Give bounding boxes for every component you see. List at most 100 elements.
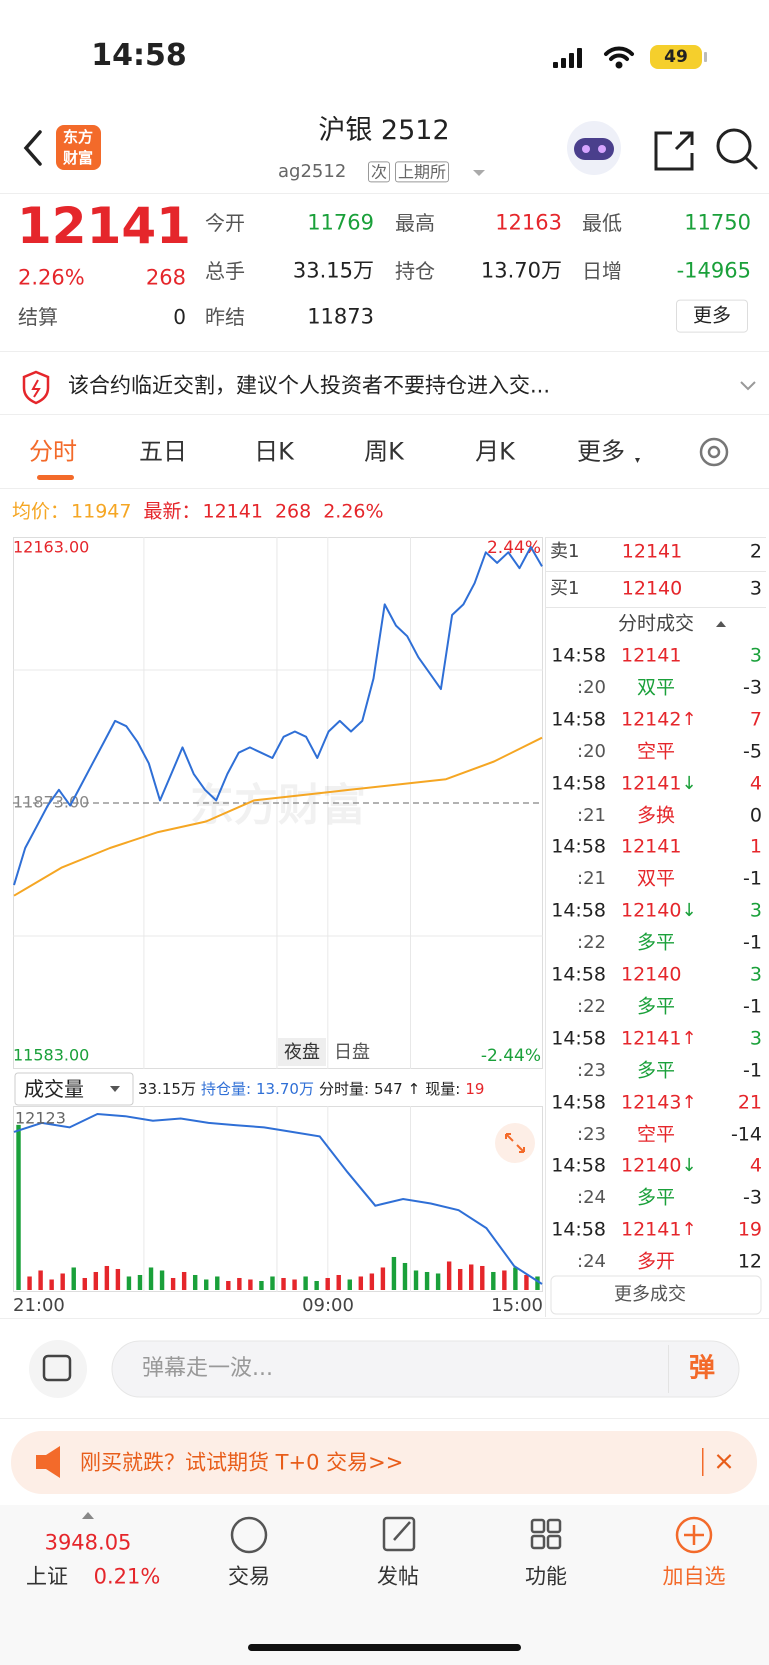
plot-border bbox=[13, 1106, 543, 1292]
trade-oi-change: -14 bbox=[730, 1123, 762, 1146]
trade-oi-change: 12 bbox=[737, 1250, 762, 1273]
nav-item[interactable]: 加自选 bbox=[662, 1564, 726, 1589]
volume-bar bbox=[435, 1273, 441, 1290]
open-interest-line bbox=[13, 1112, 543, 1285]
more-trades[interactable]: 更多成交 bbox=[614, 1284, 686, 1306]
comment-input[interactable]: 弹幕走一波... bbox=[142, 1355, 273, 1381]
nav-item[interactable]: 功能 bbox=[525, 1564, 567, 1589]
trade-action: 空平 bbox=[636, 1123, 676, 1146]
index-value[interactable]: 3948.05 bbox=[44, 1530, 132, 1555]
volume-bar bbox=[93, 1271, 99, 1290]
trade-time: :24 bbox=[577, 1251, 606, 1273]
tag: 次 bbox=[368, 161, 391, 183]
tab[interactable]: 月K bbox=[475, 437, 515, 466]
volume-chart: 12123 bbox=[13, 1106, 543, 1292]
volume-bar bbox=[104, 1265, 110, 1290]
ad-text[interactable]: 刚买就跌？试试期货 T+0 交易>> bbox=[80, 1450, 404, 1475]
index-name[interactable]: 上证 bbox=[26, 1564, 68, 1589]
trade-price: 12140 bbox=[621, 963, 682, 986]
notice-text: 该合约临近交割，建议个人投资者不要持仓进入交... bbox=[68, 373, 551, 398]
trade-time: 14:58 bbox=[551, 963, 606, 986]
tab[interactable]: 五日 bbox=[139, 437, 187, 466]
volume-bar bbox=[60, 1273, 65, 1290]
volume-bar bbox=[82, 1277, 87, 1290]
volume-bar bbox=[513, 1267, 518, 1290]
field-label: 最低 bbox=[582, 211, 622, 235]
trade-oi-change: -3 bbox=[743, 676, 762, 699]
trade-arrow: ↑ bbox=[681, 1028, 697, 1049]
volume-bar bbox=[192, 1274, 198, 1290]
trade-time: 14:58 bbox=[551, 1091, 606, 1114]
volume-bar bbox=[491, 1271, 496, 1290]
field-value: 33.15万 bbox=[292, 258, 374, 283]
price-line bbox=[13, 736, 543, 897]
logo-text: 东方 bbox=[62, 128, 94, 146]
volume-bar bbox=[27, 1276, 32, 1290]
trade-time: 14:58 bbox=[551, 1218, 606, 1241]
volume-bar bbox=[314, 1280, 319, 1290]
volume-bar bbox=[49, 1279, 54, 1290]
index-pct[interactable]: 0.21% bbox=[93, 1564, 161, 1589]
summary-item: 268 bbox=[274, 500, 312, 523]
volume-bar bbox=[16, 1124, 21, 1290]
book-label: 卖1 bbox=[550, 541, 580, 563]
volume-bar bbox=[502, 1270, 507, 1290]
nav-item[interactable]: 发帖 bbox=[377, 1564, 419, 1589]
volume-bar bbox=[259, 1280, 264, 1290]
trade-arrow: ↓ bbox=[681, 1155, 697, 1177]
nav-item[interactable]: 交易 bbox=[228, 1564, 270, 1589]
volume-selector[interactable]: 成交量 bbox=[24, 1077, 84, 1101]
change-pct: 2.26% bbox=[18, 265, 85, 290]
watermark: 东方财富 bbox=[190, 780, 366, 831]
volume-bar bbox=[270, 1276, 275, 1290]
trade-oi-change: -1 bbox=[743, 867, 762, 890]
more-button[interactable]: 更多 bbox=[675, 299, 749, 333]
trade-action: 多平 bbox=[636, 1186, 676, 1209]
volume-bar bbox=[358, 1276, 364, 1290]
trade-oi-change: 0 bbox=[749, 804, 762, 827]
field-label: 今开 bbox=[205, 211, 245, 235]
trade-action: 双平 bbox=[636, 867, 676, 890]
tab[interactable]: 分时 bbox=[29, 437, 77, 466]
trade-qty: 4 bbox=[749, 772, 762, 795]
tab[interactable]: 周K bbox=[364, 437, 404, 466]
trade-time: 14:58 bbox=[551, 772, 606, 795]
trade-arrow: ↑ bbox=[681, 1091, 697, 1113]
volume-bar bbox=[457, 1268, 463, 1290]
volume-bar bbox=[391, 1256, 397, 1290]
volume-bar bbox=[181, 1271, 187, 1290]
trade-time: 14:58 bbox=[551, 1027, 606, 1050]
field-label: 持仓 bbox=[395, 259, 435, 283]
tab[interactable]: 更多 bbox=[577, 437, 625, 466]
field-label: 日增 bbox=[582, 259, 622, 283]
volume-bar bbox=[226, 1280, 231, 1290]
volume-info: 分时量: bbox=[318, 1080, 370, 1098]
tab[interactable]: 日K bbox=[254, 437, 294, 466]
volume-info: 13.70万 bbox=[256, 1080, 314, 1098]
trade-action: 多平 bbox=[636, 1059, 676, 1082]
volume-info: ↑ bbox=[407, 1080, 421, 1098]
summary-item: 12141 bbox=[202, 500, 263, 523]
field-label: 最高 bbox=[395, 211, 435, 235]
trade-time: :23 bbox=[577, 1060, 606, 1081]
ad-close[interactable]: × bbox=[713, 1446, 735, 1477]
volume-bar bbox=[204, 1279, 209, 1290]
trade-time: 14:58 bbox=[551, 835, 606, 858]
danmaku-button[interactable]: 弹 bbox=[688, 1353, 716, 1384]
trade-oi-change: -1 bbox=[743, 995, 762, 1018]
volume-bar bbox=[170, 1277, 176, 1290]
trade-price: 12140 bbox=[621, 1154, 682, 1177]
x-tick-label: 15:00 bbox=[491, 1295, 543, 1317]
field-label: 总手 bbox=[205, 259, 245, 283]
trade-price: 12142 bbox=[621, 708, 682, 731]
trade-qty: 3 bbox=[749, 899, 762, 922]
volume-bar bbox=[281, 1277, 286, 1290]
volume-bar bbox=[413, 1270, 419, 1290]
volume-bar bbox=[137, 1274, 143, 1290]
trade-price: 12141 bbox=[621, 772, 682, 795]
status-time: 14:58 bbox=[91, 38, 187, 73]
trade-time: :24 bbox=[577, 1187, 606, 1209]
field-value: 0 bbox=[173, 305, 186, 329]
volume-bar bbox=[148, 1267, 154, 1290]
